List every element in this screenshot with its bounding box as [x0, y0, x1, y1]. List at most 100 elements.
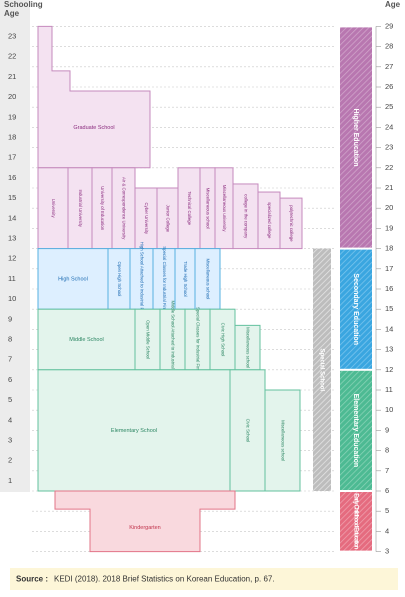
age-label: 9: [385, 425, 389, 434]
school-label: Junior College: [165, 205, 170, 233]
age-label: 14: [385, 324, 393, 333]
school-label: University of Education: [100, 186, 105, 231]
schooling-age-label: 21: [8, 72, 16, 81]
school-box: [37, 308, 136, 371]
age-label: 26: [385, 82, 393, 91]
school-label: Middle School Attached to Industrial Fir…: [170, 300, 175, 379]
school-label: Technical College: [187, 191, 192, 225]
school-label: Miscellaneous school: [280, 420, 285, 461]
school-label: polytechnic college: [289, 205, 294, 242]
source-label: Source :: [16, 575, 48, 584]
right-axis-title: Age: [385, 0, 401, 9]
graduate-label: Graduate School: [73, 125, 114, 131]
graduate-school: [37, 25, 151, 169]
school-label: University: [51, 199, 56, 219]
schooling-age-label: 3: [8, 435, 12, 444]
schooling-age-label: 2: [8, 456, 12, 465]
age-label: 18: [385, 244, 393, 253]
education-band: [340, 370, 372, 490]
age-label: 28: [385, 42, 393, 51]
school-label: Air & Correspondence University: [121, 177, 126, 240]
education-band: [340, 492, 372, 551]
school-label: Trade High School: [183, 261, 188, 296]
schooling-age-label: 9: [8, 314, 12, 323]
schooling-age-label: 8: [8, 334, 12, 343]
band-label: Early Childhood Education: [352, 493, 358, 549]
school-label: Miscellaneous university: [222, 185, 227, 232]
school-label: Civic School: [245, 419, 250, 443]
age-label: 13: [385, 345, 393, 354]
age-label: 29: [385, 21, 393, 30]
schooling-age-label: 18: [8, 132, 16, 141]
schooling-age-label: 10: [8, 294, 16, 303]
left-axis-title: Age: [4, 9, 20, 18]
schooling-age-label: 14: [8, 213, 16, 222]
age-label: 20: [385, 203, 393, 212]
schooling-age-label: 13: [8, 233, 16, 242]
age-label: 25: [385, 102, 393, 111]
special-school-bar: [313, 248, 331, 491]
band-label: Secondary Education: [352, 273, 359, 345]
age-label: 12: [385, 365, 393, 374]
age-label: 24: [385, 122, 393, 131]
schooling-age-label: 19: [8, 112, 16, 121]
schooling-age-label: 16: [8, 173, 16, 182]
age-label: 11: [385, 385, 393, 394]
schooling-age-label: 12: [8, 254, 16, 263]
school-label: Cyber University: [144, 203, 149, 235]
school-label: college in the company: [243, 194, 248, 239]
school-box: [67, 167, 93, 250]
school-label: Civic High School: [220, 323, 225, 357]
age-label: 21: [385, 183, 393, 192]
age-label: 3: [385, 547, 389, 556]
school-label: Kindergarten: [129, 525, 161, 531]
schooling-age-label: 11: [8, 274, 16, 283]
left-axis-title: Schooling: [4, 0, 43, 9]
schooling-age-label: 23: [8, 31, 16, 40]
age-label: 22: [385, 163, 393, 172]
school-label: Miscellaneous school: [205, 258, 210, 299]
schooling-age-label: 15: [8, 193, 16, 202]
school-label: specialized college: [267, 202, 272, 239]
source-box: [10, 568, 398, 590]
age-label: 8: [385, 446, 389, 455]
schooling-age-label: 22: [8, 52, 16, 61]
school-label: Open High School: [117, 261, 122, 296]
school-box: [264, 389, 301, 492]
education-band: [340, 27, 372, 248]
schooling-age-label: 5: [8, 395, 12, 404]
school-box: [229, 369, 266, 492]
school-label: High School Attached to Industrial Firm: [139, 242, 144, 317]
age-label: 16: [385, 284, 393, 293]
schooling-age-label: 20: [8, 92, 16, 101]
age-label: 5: [385, 506, 389, 515]
school-label: Special Classes for Industrial Firm: [162, 246, 167, 312]
kindergarten: [54, 490, 236, 553]
school-box: [184, 308, 211, 371]
age-label: 23: [385, 143, 393, 152]
age-label: 7: [385, 466, 389, 475]
school-label: Miscellaneous school: [245, 327, 250, 368]
school-box: [279, 197, 303, 250]
school-label: Miscellaneous school: [205, 188, 210, 229]
age-label: 15: [385, 304, 393, 313]
left-axis-strip: [0, 0, 30, 492]
age-label: 19: [385, 223, 393, 232]
school-box: [209, 308, 236, 371]
school-label: Special Classes for Industrial Firm: [195, 307, 200, 373]
schooling-age-label: 7: [8, 355, 12, 364]
school-label: High School: [58, 276, 88, 282]
school-box: [37, 167, 69, 250]
source-text: KEDI (2018). 2018 Brief Statistics on Ko…: [54, 575, 275, 584]
special-school-label: Special School: [318, 348, 324, 391]
band-label: Higher Education: [352, 109, 359, 167]
school-label: Middle School: [69, 337, 104, 343]
age-label: 27: [385, 62, 393, 71]
education-band: [340, 249, 372, 369]
school-box: [194, 248, 221, 310]
age-label: 6: [385, 486, 389, 495]
age-label: 17: [385, 264, 393, 273]
schooling-age-label: 1: [8, 476, 12, 485]
schooling-age-label: 6: [8, 375, 12, 384]
